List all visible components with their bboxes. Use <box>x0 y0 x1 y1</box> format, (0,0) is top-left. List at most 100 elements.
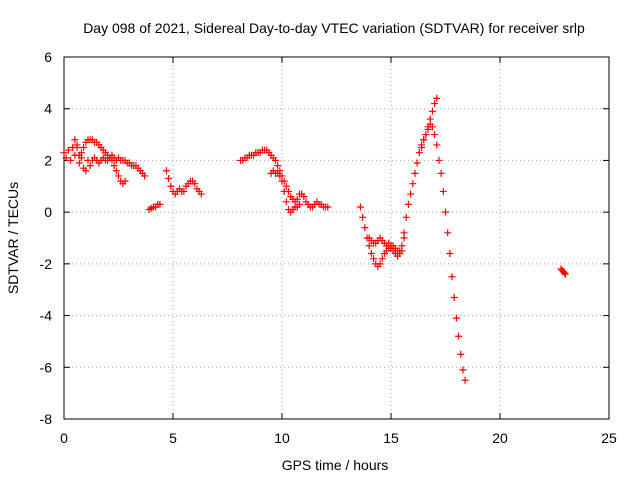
y-axis-label: SDTVAR / TECUs <box>5 182 21 294</box>
data-point <box>428 107 436 115</box>
data-point <box>80 144 88 151</box>
data-point <box>282 182 290 190</box>
data-point <box>110 162 118 170</box>
data-point <box>293 195 301 203</box>
chart-title: Day 098 of 2021, Sidereal Day-to-day VTE… <box>83 20 585 36</box>
data-point <box>415 149 423 157</box>
data-point <box>437 169 445 177</box>
data-point <box>276 172 284 180</box>
data-point <box>560 269 568 277</box>
data-point <box>387 242 395 250</box>
x-tick-label: 25 <box>601 430 617 446</box>
data-point <box>435 156 443 164</box>
data-point <box>295 200 303 208</box>
y-tick-label: -6 <box>40 359 53 375</box>
data-point <box>62 154 70 162</box>
data-point <box>73 144 81 151</box>
data-point <box>444 229 452 237</box>
data-point <box>455 332 463 340</box>
data-point <box>75 159 83 167</box>
data-point <box>413 159 421 167</box>
data-point <box>141 172 149 180</box>
data-point <box>433 141 441 149</box>
data-point <box>359 213 367 221</box>
grid-lines <box>64 57 609 419</box>
data-point <box>452 314 460 322</box>
x-tick-label: 0 <box>60 430 68 446</box>
axis-ticks: 0 5 10 15 20 25 -8 -6 -4 -2 0 2 4 6 <box>40 49 617 446</box>
data-point <box>86 162 94 170</box>
data-point <box>448 273 456 281</box>
data-point <box>561 270 569 278</box>
x-tick-label: 5 <box>169 430 177 446</box>
data-point <box>77 149 85 157</box>
data-point <box>411 169 419 177</box>
data-point <box>60 149 68 157</box>
data-point <box>191 180 199 188</box>
y-tick-label: -8 <box>40 411 53 427</box>
data-point <box>280 187 288 195</box>
data-point <box>457 350 465 358</box>
data-point <box>282 198 290 206</box>
data-point <box>433 94 441 102</box>
data-point <box>167 182 175 190</box>
x-axis-label: GPS time / hours <box>282 457 389 473</box>
data-point <box>180 187 188 195</box>
data-point <box>67 156 75 164</box>
data-point <box>461 376 469 384</box>
data-point <box>121 177 129 185</box>
data-point <box>356 203 364 211</box>
data-point <box>274 162 282 170</box>
data-point <box>156 200 164 208</box>
data-point <box>439 187 447 195</box>
data-point <box>450 293 458 301</box>
data-point <box>376 260 384 268</box>
data-point <box>420 136 428 144</box>
data-point <box>378 255 386 263</box>
data-point <box>431 131 439 139</box>
data-point <box>271 156 279 164</box>
data-point <box>82 167 90 175</box>
data-point <box>165 175 173 183</box>
y-tick-label: 0 <box>44 204 52 220</box>
data-point <box>367 250 375 258</box>
plot-frame <box>63 56 610 420</box>
y-tick-label: 4 <box>44 101 52 117</box>
y-tick-label: -4 <box>40 308 53 324</box>
data-point <box>400 229 408 237</box>
x-tick-label: 20 <box>492 430 508 446</box>
data-point <box>404 200 412 208</box>
data-point <box>459 366 467 374</box>
data-point <box>300 193 308 201</box>
data-point <box>112 167 120 175</box>
data-point <box>197 190 205 198</box>
data-point <box>428 123 436 131</box>
data-point <box>324 203 332 211</box>
data-point <box>424 125 432 133</box>
y-tick-label: 6 <box>44 49 52 65</box>
y-tick-label: 2 <box>44 152 52 168</box>
data-point <box>365 242 373 250</box>
data-point <box>407 190 415 198</box>
data-point <box>422 131 430 139</box>
data-point <box>278 177 286 185</box>
data-point <box>115 172 122 180</box>
y-tick-label: -2 <box>40 256 53 272</box>
data-point <box>409 180 417 188</box>
x-tick-label: 10 <box>274 430 290 446</box>
data-point <box>64 146 72 154</box>
data-point <box>431 100 439 108</box>
data-point <box>162 167 170 175</box>
data-point <box>108 156 116 164</box>
data-point <box>442 208 449 216</box>
x-tick-label: 15 <box>383 430 399 446</box>
data-point <box>361 224 369 232</box>
data-point <box>418 144 426 151</box>
data-point <box>446 250 454 258</box>
data-point <box>398 247 406 255</box>
data-points <box>60 94 569 384</box>
data-point <box>370 255 378 263</box>
data-point <box>402 213 410 221</box>
data-point <box>71 136 79 144</box>
